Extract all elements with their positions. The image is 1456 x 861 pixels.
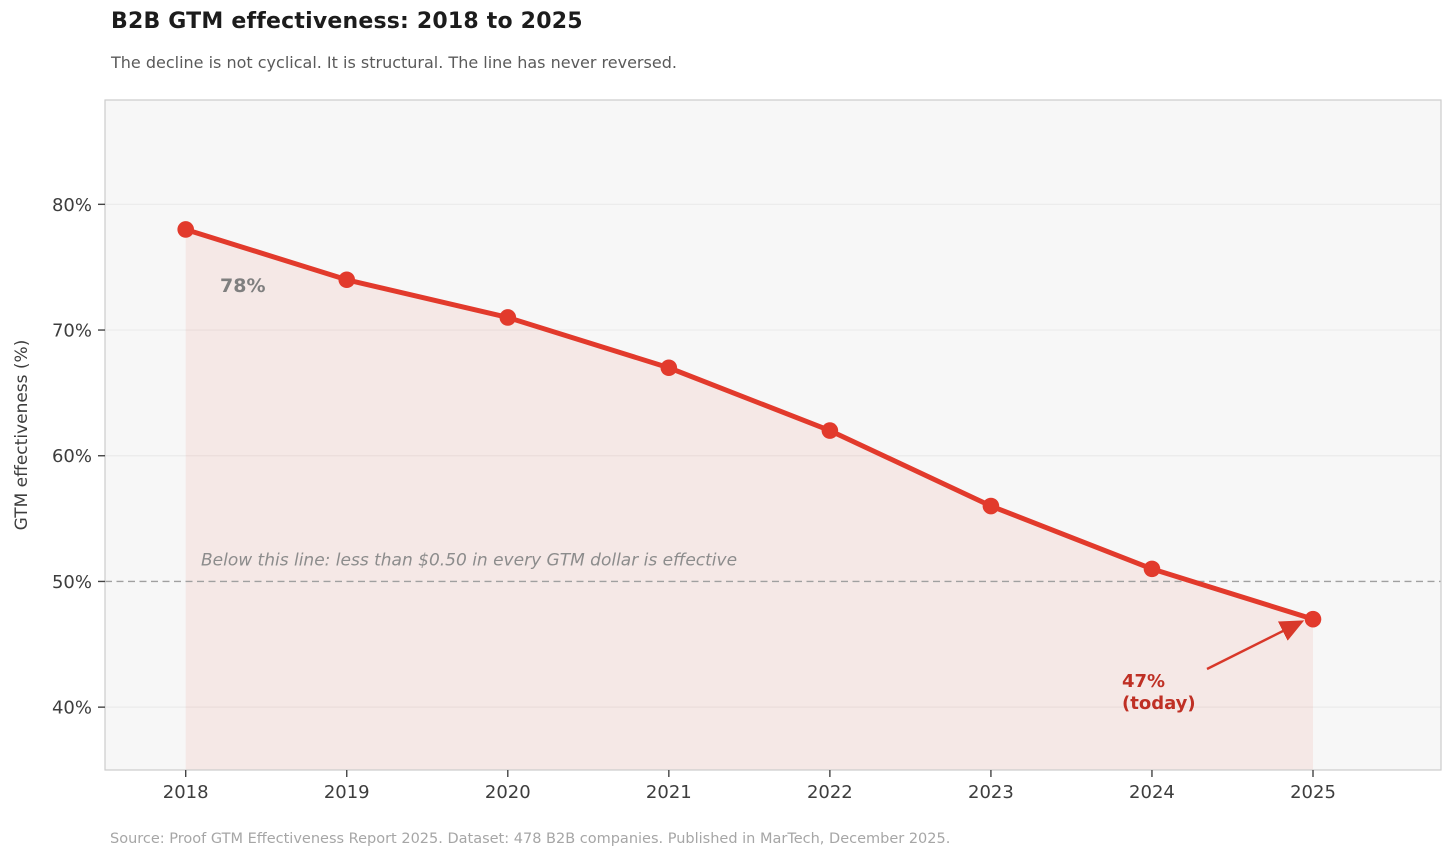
x-tick-label: 2024 [1129, 782, 1175, 803]
data-point-2021 [660, 359, 678, 377]
y-tick-label: 60% [52, 446, 92, 467]
x-tick-label: 2023 [968, 782, 1014, 803]
y-axis-label: GTM effectiveness (%) [12, 340, 32, 531]
data-point-2018 [177, 221, 194, 238]
source-note: Source: Proof GTM Effectiveness Report 2… [110, 831, 951, 847]
last-point-label-line2: (today) [1122, 693, 1196, 714]
chart-title: B2B GTM effectiveness: 2018 to 2025 [111, 9, 583, 34]
data-point-2024 [1143, 560, 1161, 578]
y-tick-label: 50% [52, 572, 92, 593]
x-tick-label: 2018 [163, 782, 209, 803]
plot-border [104, 99, 1442, 771]
chart-subtitle: The decline is not cyclical. It is struc… [111, 53, 677, 72]
y-tick-label: 40% [52, 698, 92, 719]
annotation-arrow [1206, 620, 1305, 671]
x-tick-label: 2021 [646, 782, 692, 803]
x-tick-label: 2020 [485, 782, 531, 803]
data-point-2025 [1304, 610, 1322, 628]
last-point-label-line1: 47% [1122, 671, 1165, 692]
threshold-label: Below this line: less than $0.50 in ever… [201, 550, 737, 570]
data-point-2019 [338, 271, 356, 289]
x-tick-label: 2022 [807, 782, 853, 803]
y-tick-label: 70% [52, 321, 92, 342]
first-point-label: 78% [220, 275, 265, 297]
x-tick-label: 2019 [324, 782, 370, 803]
x-tick-label: 2025 [1290, 782, 1336, 803]
area-fill [185, 229, 1314, 770]
data-point-2020 [499, 309, 517, 326]
y-tick-label: 80% [52, 195, 92, 216]
plot-area [105, 100, 1441, 770]
data-point-2022 [821, 422, 839, 439]
data-point-2023 [982, 497, 1000, 515]
trend-line [183, 226, 1316, 622]
